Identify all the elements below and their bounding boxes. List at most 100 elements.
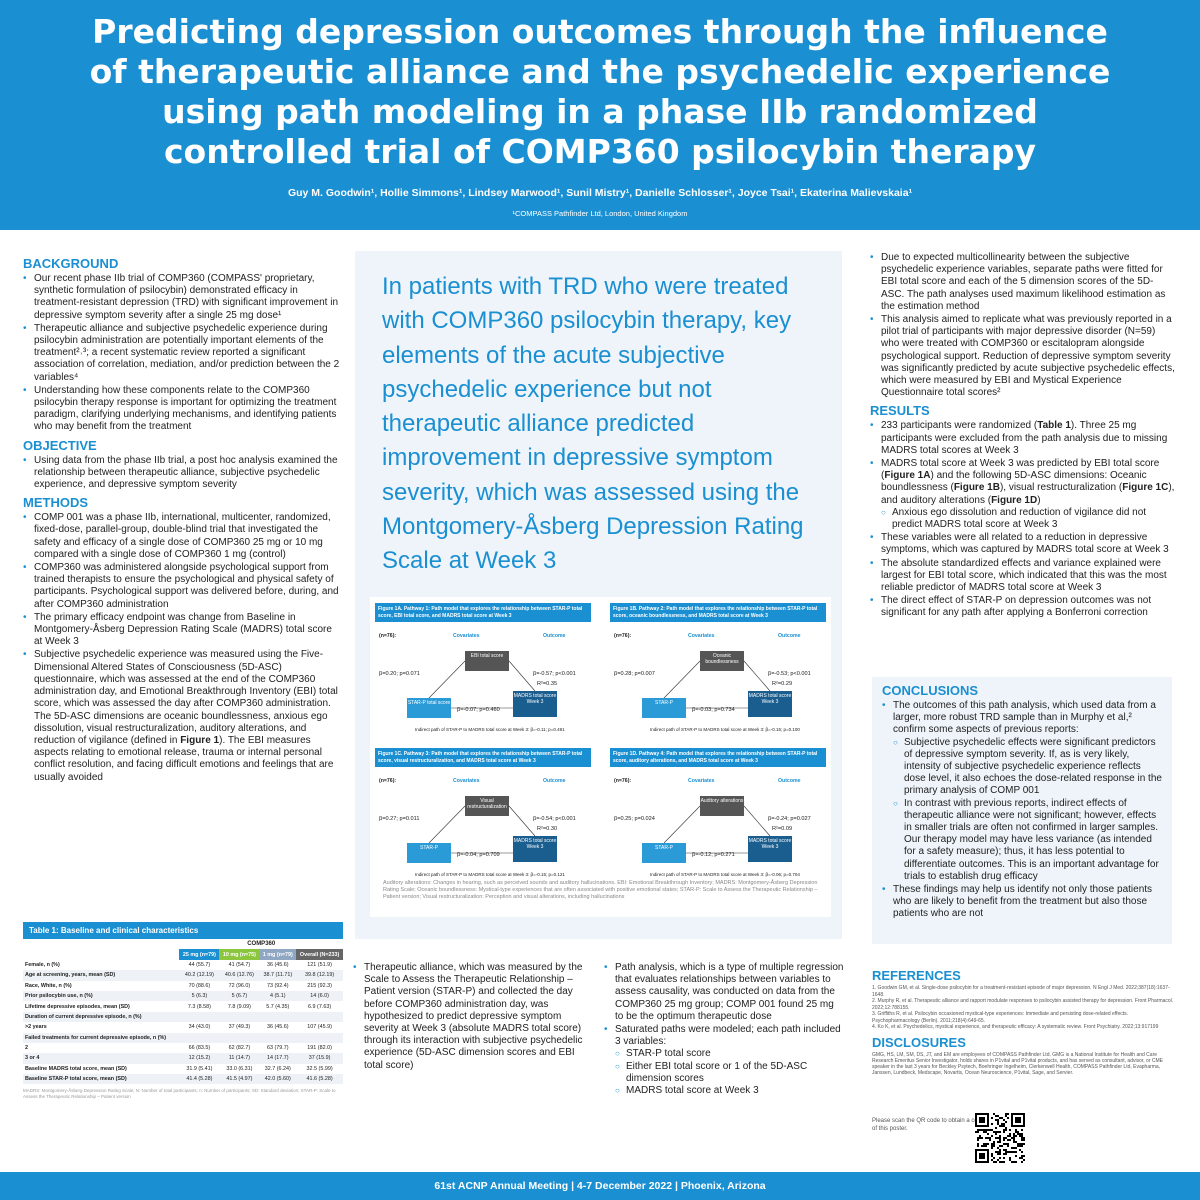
table-cell <box>219 1011 260 1023</box>
table-cell: 36 (45.6) <box>267 1024 289 1031</box>
row-label: >2 years <box>25 1024 47 1031</box>
title-line: controlled trial of COMP360 psilocybin t… <box>163 132 1037 171</box>
path-c-stat: β=-0.03; p=0.734 <box>692 707 735 713</box>
affiliation: ¹COMPASS Pathfinder Ltd, London, United … <box>512 209 688 218</box>
sub-item: Anxious ego dissolution and reduction of… <box>881 507 1175 531</box>
table-cell: 42.0 (5.60) <box>259 1074 297 1085</box>
table-row: 3 or 4 12 (15.2) 11 (14.7) 14 (17.7) 37 (15.… <box>23 1053 343 1064</box>
col-header: 10 mg (n=75) <box>219 949 260 960</box>
star-p-node: STAR-P <box>642 698 686 718</box>
madrs-node: MADRS total score Week 3 <box>513 691 557 717</box>
row-label: Lifetime depressive episodes, mean (SD) <box>25 1003 130 1010</box>
table-cell <box>179 1011 220 1023</box>
table-cell: 66 (83.5) <box>188 1045 211 1052</box>
table-cell: 41.6 (5.28) <box>296 1074 343 1085</box>
text-run: 233 participants were randomized ( <box>881 420 1038 432</box>
table-cell: 72 (96.0) <box>228 982 251 989</box>
table-cell <box>259 1011 297 1023</box>
table-cell: 6.9 (7.63) <box>308 1003 332 1010</box>
results-heading: RESULTS <box>870 403 930 419</box>
list-item: These findings may help us identify not … <box>882 884 1162 921</box>
list-item: MADRS total score at Week 3 was predicte… <box>870 458 1175 531</box>
row-label: Age at screening, years, mean (SD) <box>23 970 180 981</box>
star-p-node: STAR-P <box>407 843 451 863</box>
table-cell: 32.7 (6.24) <box>264 1065 291 1072</box>
list-item: Understanding how these components relat… <box>23 385 341 434</box>
authors: Guy M. Goodwin¹, Hollie Simmons¹, Lindse… <box>287 187 913 199</box>
table-cell <box>296 1032 343 1043</box>
path-b-stat: β=-0.53; p<0.001 <box>768 671 811 677</box>
figure-caption: Figure 1A. Pathway 1: Path model that ex… <box>375 603 591 622</box>
table-row: >2 years 34 (43.0) 37 (49.3) 36 (45.6) 107 (… <box>23 1022 343 1032</box>
table-row: Age at screening, years, mean (SD) 40.2 (… <box>23 970 343 981</box>
row-label: Baseline STAR-P total score, mean (SD) <box>23 1074 180 1085</box>
star-p-node: STAR-P total score <box>407 698 451 718</box>
list-item: Path analysis, which is a type of multip… <box>604 962 844 1023</box>
r-squared: R²=0.35 <box>537 681 558 687</box>
sample-size: (n=76): <box>614 633 632 639</box>
figure-ref: Figure 1B <box>953 482 1000 494</box>
table-cell: 41.5 (4.97) <box>219 1074 260 1085</box>
path-c-stat: β=-0.12; p=0.271 <box>692 852 735 858</box>
qr-caption: Please scan the QR code to obtain a copy… <box>872 1118 985 1132</box>
indirect-path: Indirect path of STAR-P to MADRS total s… <box>415 872 565 877</box>
list-item: Subjective psychedelic experience was me… <box>23 649 341 783</box>
list-item: The primary efficacy endpoint was change… <box>23 612 341 649</box>
arrow-b <box>508 660 536 692</box>
madrs-node: MADRS total score Week 3 <box>513 836 557 862</box>
table-cell: 5 (6.7) <box>219 990 260 1002</box>
path-model-figure: Figure 1C. Pathway 3: Path model that ex… <box>375 748 591 883</box>
reference: 1. Goodwin GM, et al. Single-dose psiloc… <box>872 985 1170 998</box>
table-cell: 63 (79.7) <box>267 1045 289 1052</box>
path-b-stat: β=-0.54; p<0.001 <box>533 816 576 822</box>
indirect-path: Indirect path of STAR-P to MADRS total s… <box>415 727 565 732</box>
outcome-label: Outcome <box>778 633 801 639</box>
sample-size: (n=76): <box>614 778 632 784</box>
table-cell: 34 (43.0) <box>188 1024 211 1031</box>
methods-heading: METHODS <box>23 495 88 511</box>
outcome-label: Outcome <box>778 778 801 784</box>
mid-bottom-left: Therapeutic alliance, which was measured… <box>353 962 588 1073</box>
objective-list: Using data from the phase IIb trial, a p… <box>23 455 341 492</box>
row-label: 2 <box>25 1045 28 1052</box>
qr-code[interactable] <box>975 1113 1025 1163</box>
row-label: Race, White, n (%) <box>25 982 72 989</box>
covariates-label: Covariates <box>688 633 715 639</box>
table-ref: Table 1 <box>1037 420 1071 432</box>
table-cell: 14 (6.0) <box>296 990 343 1002</box>
covariates-label: Covariates <box>453 778 480 784</box>
covariates-label: Covariates <box>453 633 480 639</box>
path-model-figure: Figure 1B. Pathway 2: Path model that ex… <box>610 603 826 738</box>
poster-header: Predicting depression outcomes through t… <box>0 0 1200 230</box>
figure-ref: Figure 1A <box>884 470 931 482</box>
table-cell: 70 (88.6) <box>188 982 211 989</box>
path-model-figure: Figure 1D. Pathway 4: Path model that ex… <box>610 748 826 883</box>
mediator-node: EBI total score <box>465 651 509 671</box>
list-item: These variables were all related to a re… <box>870 532 1175 556</box>
table-cell: 37 (15.9) <box>296 1053 343 1064</box>
r-squared: R²=0.09 <box>772 826 793 832</box>
left-column: BACKGROUND Our recent phase IIb trial of… <box>23 252 341 785</box>
col-header: 25 mg (n=79) <box>179 949 220 960</box>
path-a-stat: β=0.27; p=0.011 <box>379 816 420 822</box>
list-item: Due to expected multicollinearity betwee… <box>870 252 1175 313</box>
figure-ref: Figure 1D <box>991 494 1038 506</box>
background-heading: BACKGROUND <box>23 256 119 271</box>
mediator-node: Visual restructuralization <box>465 796 509 816</box>
key-message: In patients with TRD who were treated wi… <box>382 273 804 575</box>
path-arrows <box>428 805 536 854</box>
figure-footnote: Auditory alterations: Changes in hearing… <box>383 880 818 900</box>
mediator-node: Auditory alterations <box>700 796 744 816</box>
results-list: 233 participants were randomized (Table … <box>870 420 1175 619</box>
row-label: 3 or 4 <box>23 1053 180 1064</box>
table-cell: 41.4 (5.28) <box>179 1074 220 1085</box>
text-run: ), and auditory alterations ( <box>881 482 1175 506</box>
reference: 3. Griffiths R, et al. Psilocybin occasi… <box>872 1011 1129 1024</box>
references-heading: REFERENCES <box>872 968 961 983</box>
table-cell: 37 (49.3) <box>228 1024 251 1031</box>
table-cell: 41 (54.7) <box>228 961 251 968</box>
table-cell: 215 (92.3) <box>307 982 332 989</box>
text-run: ) <box>1037 494 1041 506</box>
sub-item: Either EBI total score or 1 of the 5D-AS… <box>615 1061 844 1085</box>
figure-caption: Figure 1B. Pathway 2: Path model that ex… <box>610 603 826 622</box>
